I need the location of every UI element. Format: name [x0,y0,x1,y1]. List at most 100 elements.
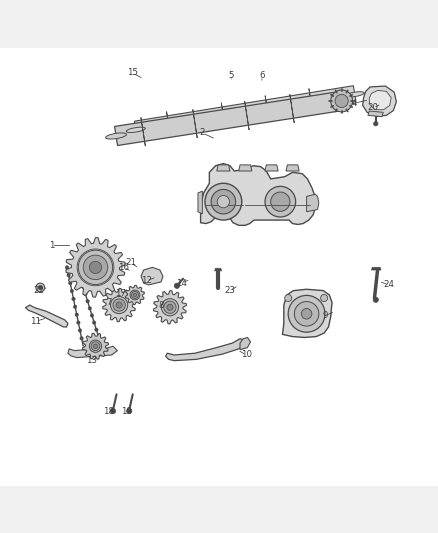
Circle shape [174,283,180,288]
Circle shape [92,321,96,325]
Circle shape [164,301,176,313]
Text: 9: 9 [322,311,328,320]
Circle shape [211,189,236,214]
Polygon shape [245,101,249,130]
Circle shape [89,261,102,273]
Polygon shape [215,268,222,271]
Circle shape [127,408,132,414]
Circle shape [113,299,125,311]
Text: 2: 2 [200,128,205,138]
Circle shape [294,302,319,326]
Text: 23: 23 [224,286,236,295]
Polygon shape [102,288,136,322]
Circle shape [133,293,137,297]
Polygon shape [82,333,109,359]
Text: 19: 19 [121,407,131,416]
Polygon shape [166,339,245,361]
Text: 21: 21 [125,259,136,268]
Polygon shape [239,165,252,171]
Circle shape [93,344,98,349]
Circle shape [70,289,74,293]
Circle shape [167,304,173,310]
Circle shape [81,285,85,289]
Circle shape [75,313,78,317]
Text: 7: 7 [106,298,111,307]
Ellipse shape [126,127,145,133]
Text: 8: 8 [159,301,164,310]
Polygon shape [363,86,396,116]
Text: 11: 11 [30,317,42,326]
Text: 10: 10 [240,351,252,359]
Circle shape [86,300,89,303]
Circle shape [83,255,108,280]
Circle shape [79,278,83,281]
Polygon shape [66,238,125,297]
Text: 12: 12 [141,276,152,285]
Text: 4: 4 [352,99,357,108]
Circle shape [84,292,87,296]
Text: 14: 14 [176,279,187,288]
Circle shape [331,90,353,112]
Text: 22: 22 [33,286,44,295]
Circle shape [80,336,83,340]
Text: 5: 5 [229,71,234,80]
Polygon shape [307,194,319,212]
Circle shape [77,271,81,274]
Circle shape [321,295,328,302]
Circle shape [301,309,312,319]
Polygon shape [240,337,251,350]
Polygon shape [115,92,343,146]
Circle shape [335,94,348,108]
Polygon shape [166,111,171,138]
Circle shape [36,283,45,292]
Polygon shape [309,88,313,115]
Circle shape [205,183,242,220]
Circle shape [130,290,140,300]
Polygon shape [368,111,383,117]
Circle shape [95,328,98,332]
Circle shape [72,297,75,301]
Text: 6: 6 [259,71,265,80]
Text: 1: 1 [49,241,54,250]
Ellipse shape [106,133,127,139]
Polygon shape [193,109,197,138]
Circle shape [271,192,290,211]
Text: 15: 15 [127,68,138,77]
Circle shape [38,285,42,290]
Circle shape [68,281,72,285]
Polygon shape [153,290,187,324]
Polygon shape [217,165,230,171]
Circle shape [161,298,179,316]
Polygon shape [369,91,391,110]
Circle shape [90,314,94,317]
Polygon shape [290,94,294,123]
Text: 20: 20 [367,103,379,112]
Circle shape [288,295,325,332]
Polygon shape [68,346,117,358]
Circle shape [373,297,378,302]
Polygon shape [265,165,278,171]
Circle shape [374,122,378,126]
Circle shape [131,292,138,298]
Polygon shape [265,95,269,122]
Polygon shape [283,289,332,337]
Polygon shape [221,103,226,128]
Circle shape [67,273,71,277]
Text: 13: 13 [85,356,97,365]
Polygon shape [25,305,68,327]
Circle shape [97,335,100,338]
Circle shape [89,340,102,352]
Circle shape [265,187,296,217]
Polygon shape [201,164,315,225]
Text: 16: 16 [118,263,129,272]
Circle shape [65,265,69,269]
Text: 24: 24 [383,280,395,289]
Circle shape [78,250,113,285]
Polygon shape [141,268,163,285]
Polygon shape [125,285,145,304]
Polygon shape [198,191,202,214]
Polygon shape [371,268,381,270]
Circle shape [73,305,77,309]
Circle shape [110,296,128,313]
Polygon shape [141,117,145,146]
